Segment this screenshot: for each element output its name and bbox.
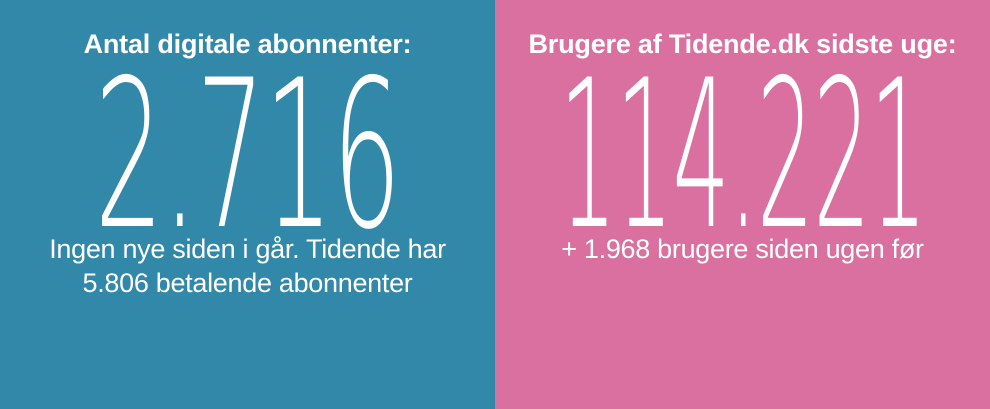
note-line: Ingen nye siden i går. Tidende har <box>49 234 446 264</box>
weekly-users-heading: Brugere af Tidende.dk sidste uge: <box>528 29 957 59</box>
digital-subscribers-note: Ingen nye siden i går. Tidende har 5.806… <box>49 232 446 300</box>
note-line: 5.806 betalende abonnenter <box>82 268 413 298</box>
weekly-users-count: 114.221 <box>559 37 927 275</box>
weekly-users-panel: Brugere af Tidende.dk sidste uge: 114.22… <box>495 0 990 409</box>
note-line: + 1.968 brugere siden ugen før <box>561 234 924 264</box>
digital-subscribers-heading: Antal digitale abonnenter: <box>83 29 412 59</box>
digital-subscribers-panel: Antal digitale abonnenter: 2.716 Ingen n… <box>0 0 495 409</box>
weekly-users-note: + 1.968 brugere siden ugen før <box>561 232 924 266</box>
digital-subscribers-count: 2.716 <box>94 37 402 275</box>
